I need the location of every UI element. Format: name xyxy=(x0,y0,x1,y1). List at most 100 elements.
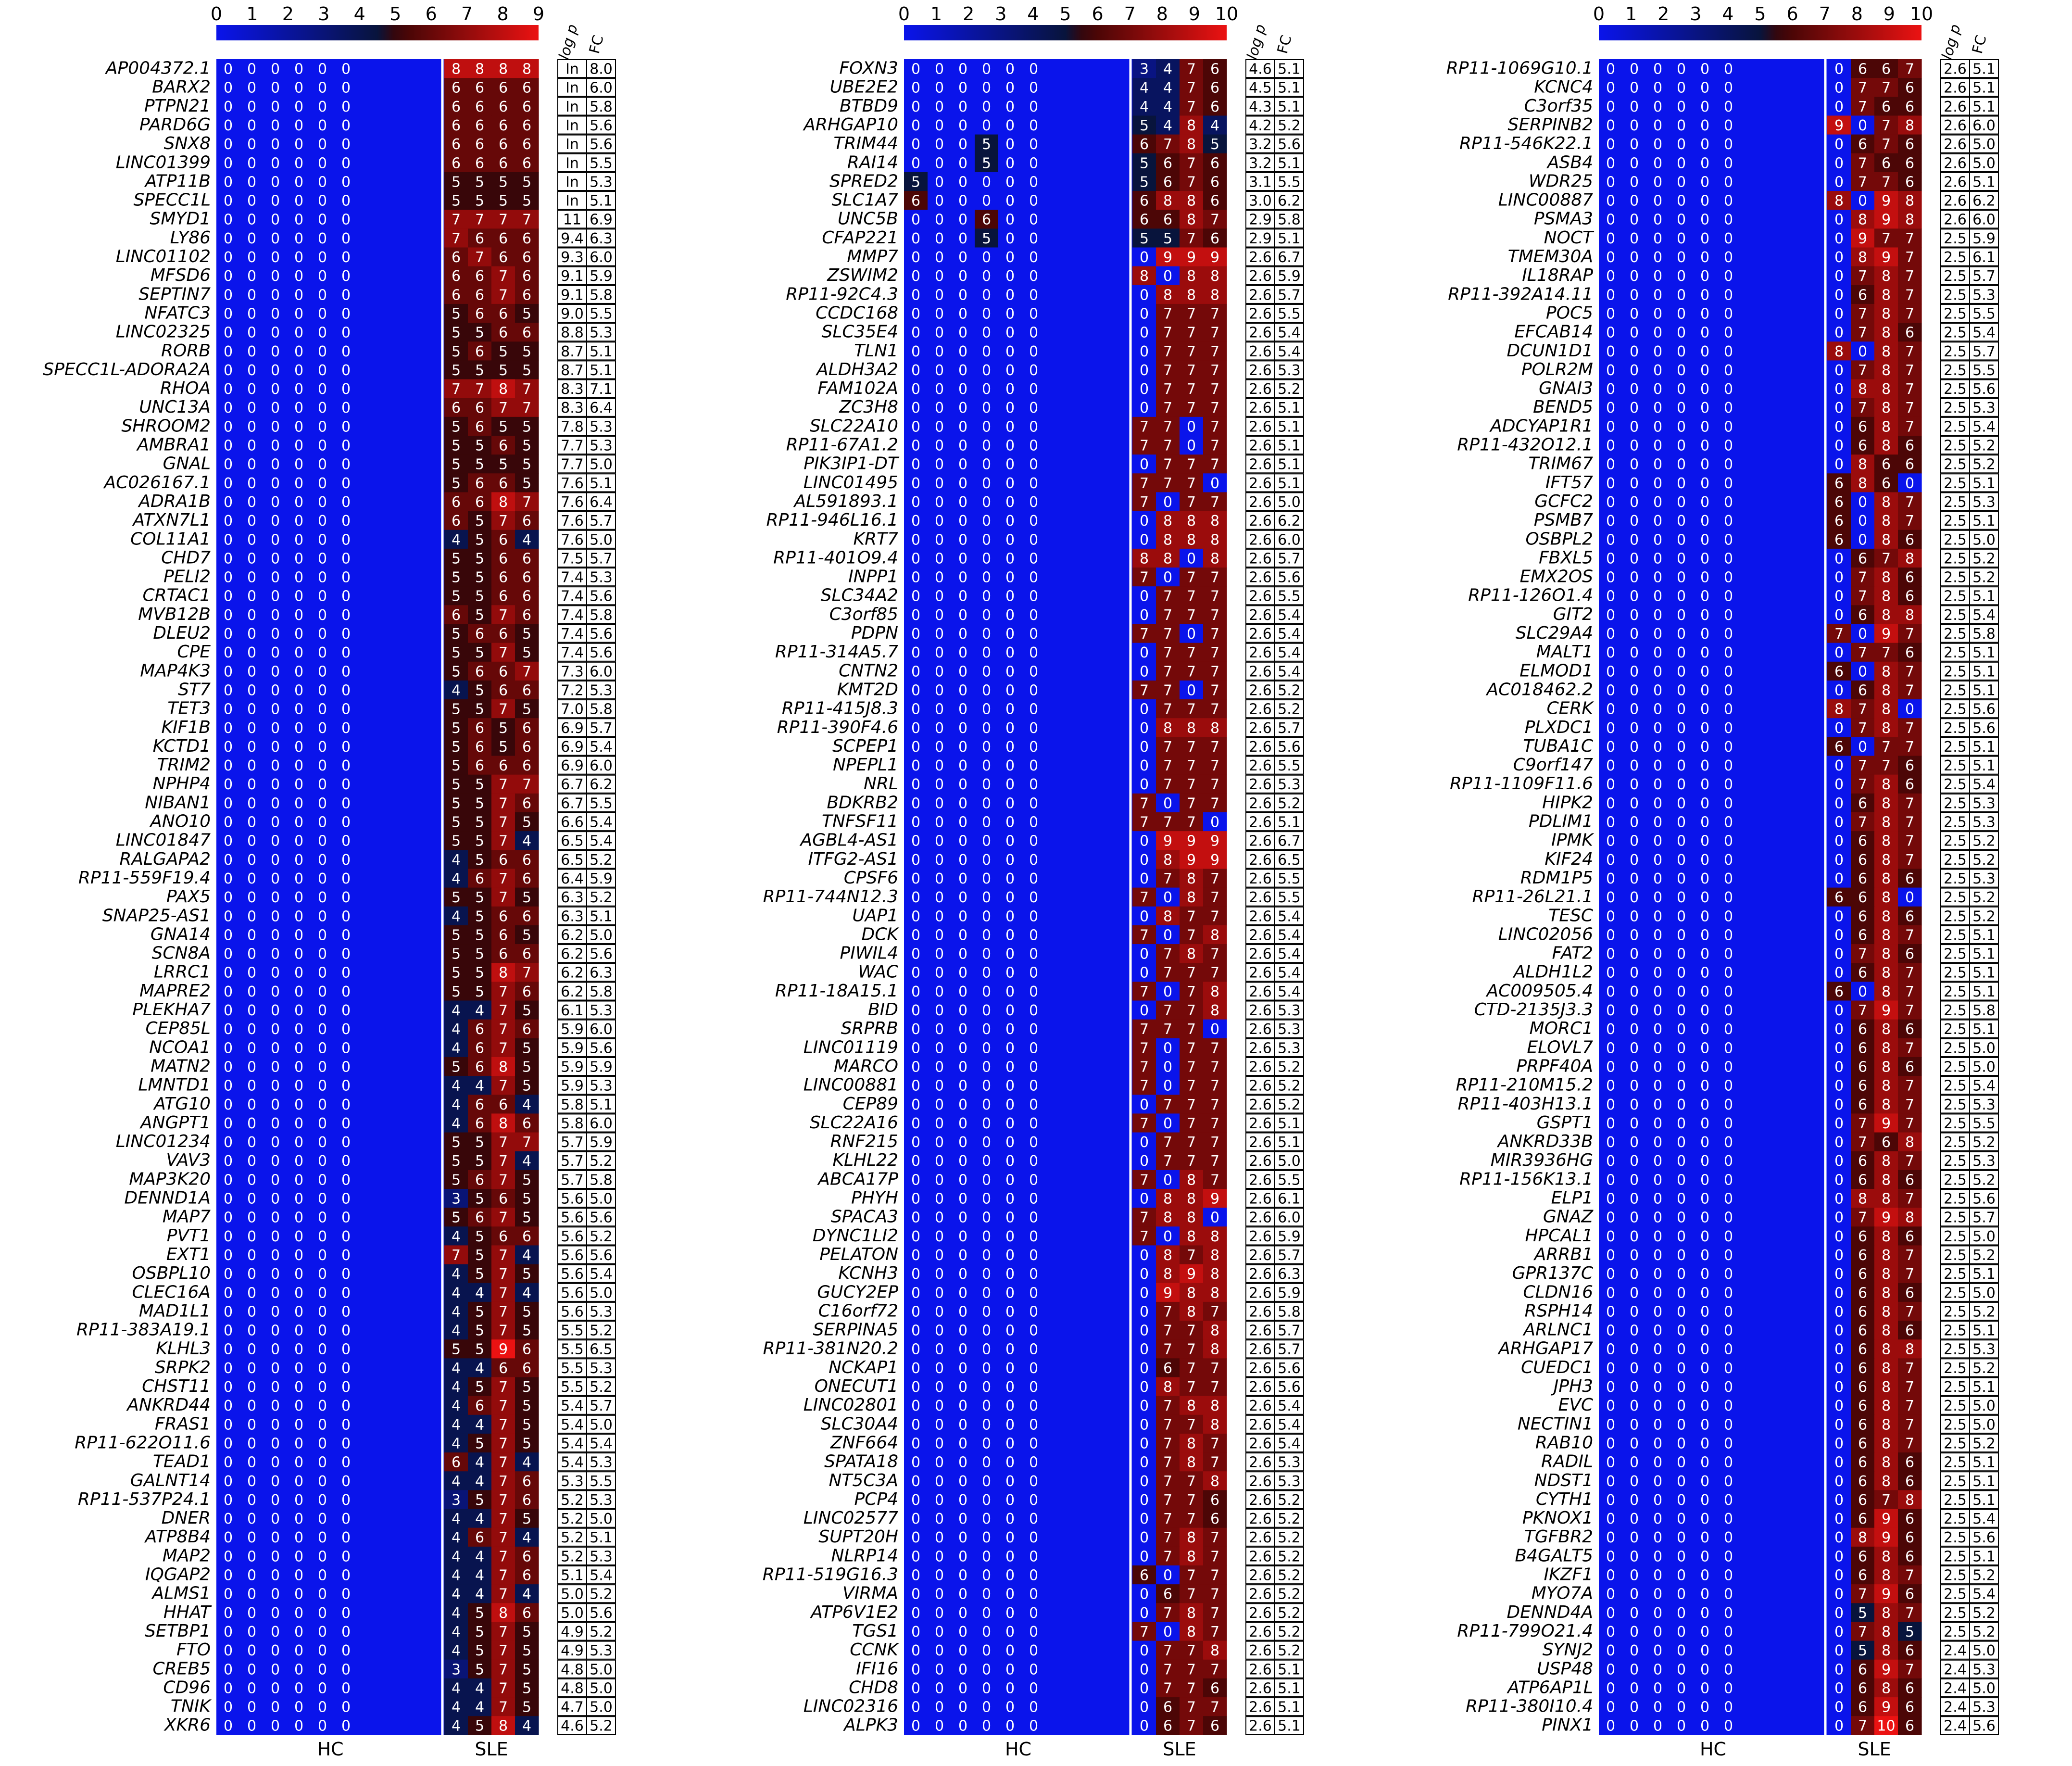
gene-label: PDPN xyxy=(851,623,898,643)
scale-tick-label: 3 xyxy=(1690,3,1701,25)
sle-cell-value: 7 xyxy=(1210,362,1219,379)
sle-cell-value: 5 xyxy=(499,456,508,473)
hc-cell-value: 0 xyxy=(224,400,233,416)
sle-cell-value: 6 xyxy=(1163,1699,1172,1716)
hc-cell-value: 0 xyxy=(318,626,327,643)
hc-cell-value: 0 xyxy=(341,739,351,756)
sle-cell-value: 7 xyxy=(452,212,461,228)
logp-value: 2.6 xyxy=(1249,1416,1272,1433)
logp-value: 4.6 xyxy=(1249,61,1272,78)
hc-cell-value: 0 xyxy=(982,1285,991,1301)
hc-cell-value: 0 xyxy=(224,1492,233,1509)
sle-cell-value: 0 xyxy=(1834,155,1844,172)
hc-cell-value: 0 xyxy=(1005,438,1015,454)
hc-cell-value: 0 xyxy=(224,1078,233,1095)
scale-tick-label: 8 xyxy=(497,3,508,25)
hc-cell-value: 0 xyxy=(982,456,991,473)
hc-cell-value: 0 xyxy=(247,1529,256,1546)
sle-cell-value: 6 xyxy=(499,757,508,774)
sle-cell-value: 7 xyxy=(1187,739,1196,756)
sle-cell-value: 8 xyxy=(1210,1341,1219,1358)
gene-label: RP11-67A1.2 xyxy=(786,435,898,455)
sle-cell-value: 4 xyxy=(452,908,461,925)
hc-cell-value: 0 xyxy=(1724,268,1733,285)
sle-cell-value: 4 xyxy=(452,1360,461,1377)
hc-cell-value: 0 xyxy=(247,1303,256,1320)
hc-cell-value: 0 xyxy=(935,400,944,416)
hc-cell-value: 0 xyxy=(318,1379,327,1396)
fc-value: 5.1 xyxy=(1278,1699,1301,1716)
hc-cell-value: 0 xyxy=(1029,1699,1038,1716)
fc-value: 7.1 xyxy=(590,381,613,398)
hc-cell-value: 0 xyxy=(271,1341,280,1358)
hc-cell-value: 0 xyxy=(935,1191,944,1208)
hc-cell-value: 0 xyxy=(982,305,991,322)
hc-cell-value: 0 xyxy=(1029,984,1038,1000)
hc-cell-value: 0 xyxy=(1029,795,1038,812)
sle-cell-value: 5 xyxy=(475,833,484,850)
fc-value: 5.4 xyxy=(590,833,613,850)
sle-cell-value: 7 xyxy=(1858,99,1867,115)
hc-cell-value: 0 xyxy=(1005,1228,1015,1245)
sle-cell-value: 5 xyxy=(452,701,461,718)
hc-cell-value: 0 xyxy=(294,1454,303,1471)
hc-cell xyxy=(264,115,288,135)
hc-cell-value: 0 xyxy=(1005,155,1015,172)
logp-value: 2.6 xyxy=(1249,1191,1272,1208)
hc-cell-value: 0 xyxy=(935,362,944,379)
fc-value: 6.1 xyxy=(1278,1191,1301,1208)
hc-cell-value: 0 xyxy=(341,99,351,115)
sle-cell-value: 5 xyxy=(452,1172,461,1188)
hc-cell-value: 0 xyxy=(271,550,280,567)
gene-label: C16orf72 xyxy=(818,1301,898,1321)
gene-label: LINC00881 xyxy=(804,1075,898,1095)
hc-cell-value: 0 xyxy=(271,1454,280,1471)
gene-label: LINC01119 xyxy=(804,1037,898,1057)
hc-cell-value: 0 xyxy=(982,1529,991,1546)
hc-cell xyxy=(240,115,264,135)
hc-cell-value: 0 xyxy=(911,852,920,869)
hc-cell-value: 0 xyxy=(935,1548,944,1565)
sle-cell-value: 8 xyxy=(1210,531,1219,548)
logp-value: 2.6 xyxy=(1944,80,1967,97)
hc-cell-value: 0 xyxy=(1630,155,1639,172)
hc-cell-value: 0 xyxy=(224,1247,233,1264)
sle-cell-value: 0 xyxy=(1140,833,1149,850)
hc-cell-value: 0 xyxy=(958,1210,967,1226)
hc-cell-value: 0 xyxy=(341,1492,351,1509)
hc-cell-value: 0 xyxy=(247,1642,256,1659)
hc-cell-value: 0 xyxy=(294,1642,303,1659)
sle-cell-value: 7 xyxy=(1187,1699,1196,1716)
hc-cell-value: 0 xyxy=(224,1210,233,1226)
hc-cell-value: 0 xyxy=(1005,230,1015,247)
hc-cell-value: 0 xyxy=(1029,946,1038,963)
hc-cell-value: 0 xyxy=(958,381,967,398)
sle-cell-value: 4 xyxy=(452,531,461,548)
hc-cell-value: 0 xyxy=(1029,908,1038,925)
hc-cell-value: 0 xyxy=(1005,663,1015,680)
hc-cell-value: 0 xyxy=(271,607,280,624)
hc-cell-value: 0 xyxy=(935,117,944,134)
gene-label: SRPRB xyxy=(841,1019,898,1038)
hc-cell-value: 0 xyxy=(271,1303,280,1320)
hc-cell-value: 0 xyxy=(247,136,256,153)
sle-cell-value: 5 xyxy=(475,814,484,831)
hc-cell-value: 0 xyxy=(958,814,967,831)
fc-value: 5.1 xyxy=(1972,61,1996,78)
hc-cell-value: 0 xyxy=(911,531,920,548)
hc-cell-value: 0 xyxy=(341,456,351,473)
group-label-sle: SLE xyxy=(1163,1739,1196,1760)
hc-cell-value: 0 xyxy=(958,607,967,624)
logp-value: 4.2 xyxy=(1249,117,1272,134)
hc-cell-value: 0 xyxy=(271,1435,280,1452)
hc-cell-value: 0 xyxy=(318,1360,327,1377)
hc-cell-value: 0 xyxy=(224,927,233,944)
fc-value: 5.2 xyxy=(590,852,613,869)
table-row: AP004372.1 0 0 0 0 0 0 8 8 8 8 In 8.0 xyxy=(105,59,616,78)
hc-cell-value: 0 xyxy=(982,852,991,869)
hc-cell-value: 0 xyxy=(1005,1548,1015,1565)
hc-cell-value: 0 xyxy=(911,1605,920,1622)
sle-cell-value: 8 xyxy=(522,61,531,78)
hc-cell xyxy=(216,134,240,154)
